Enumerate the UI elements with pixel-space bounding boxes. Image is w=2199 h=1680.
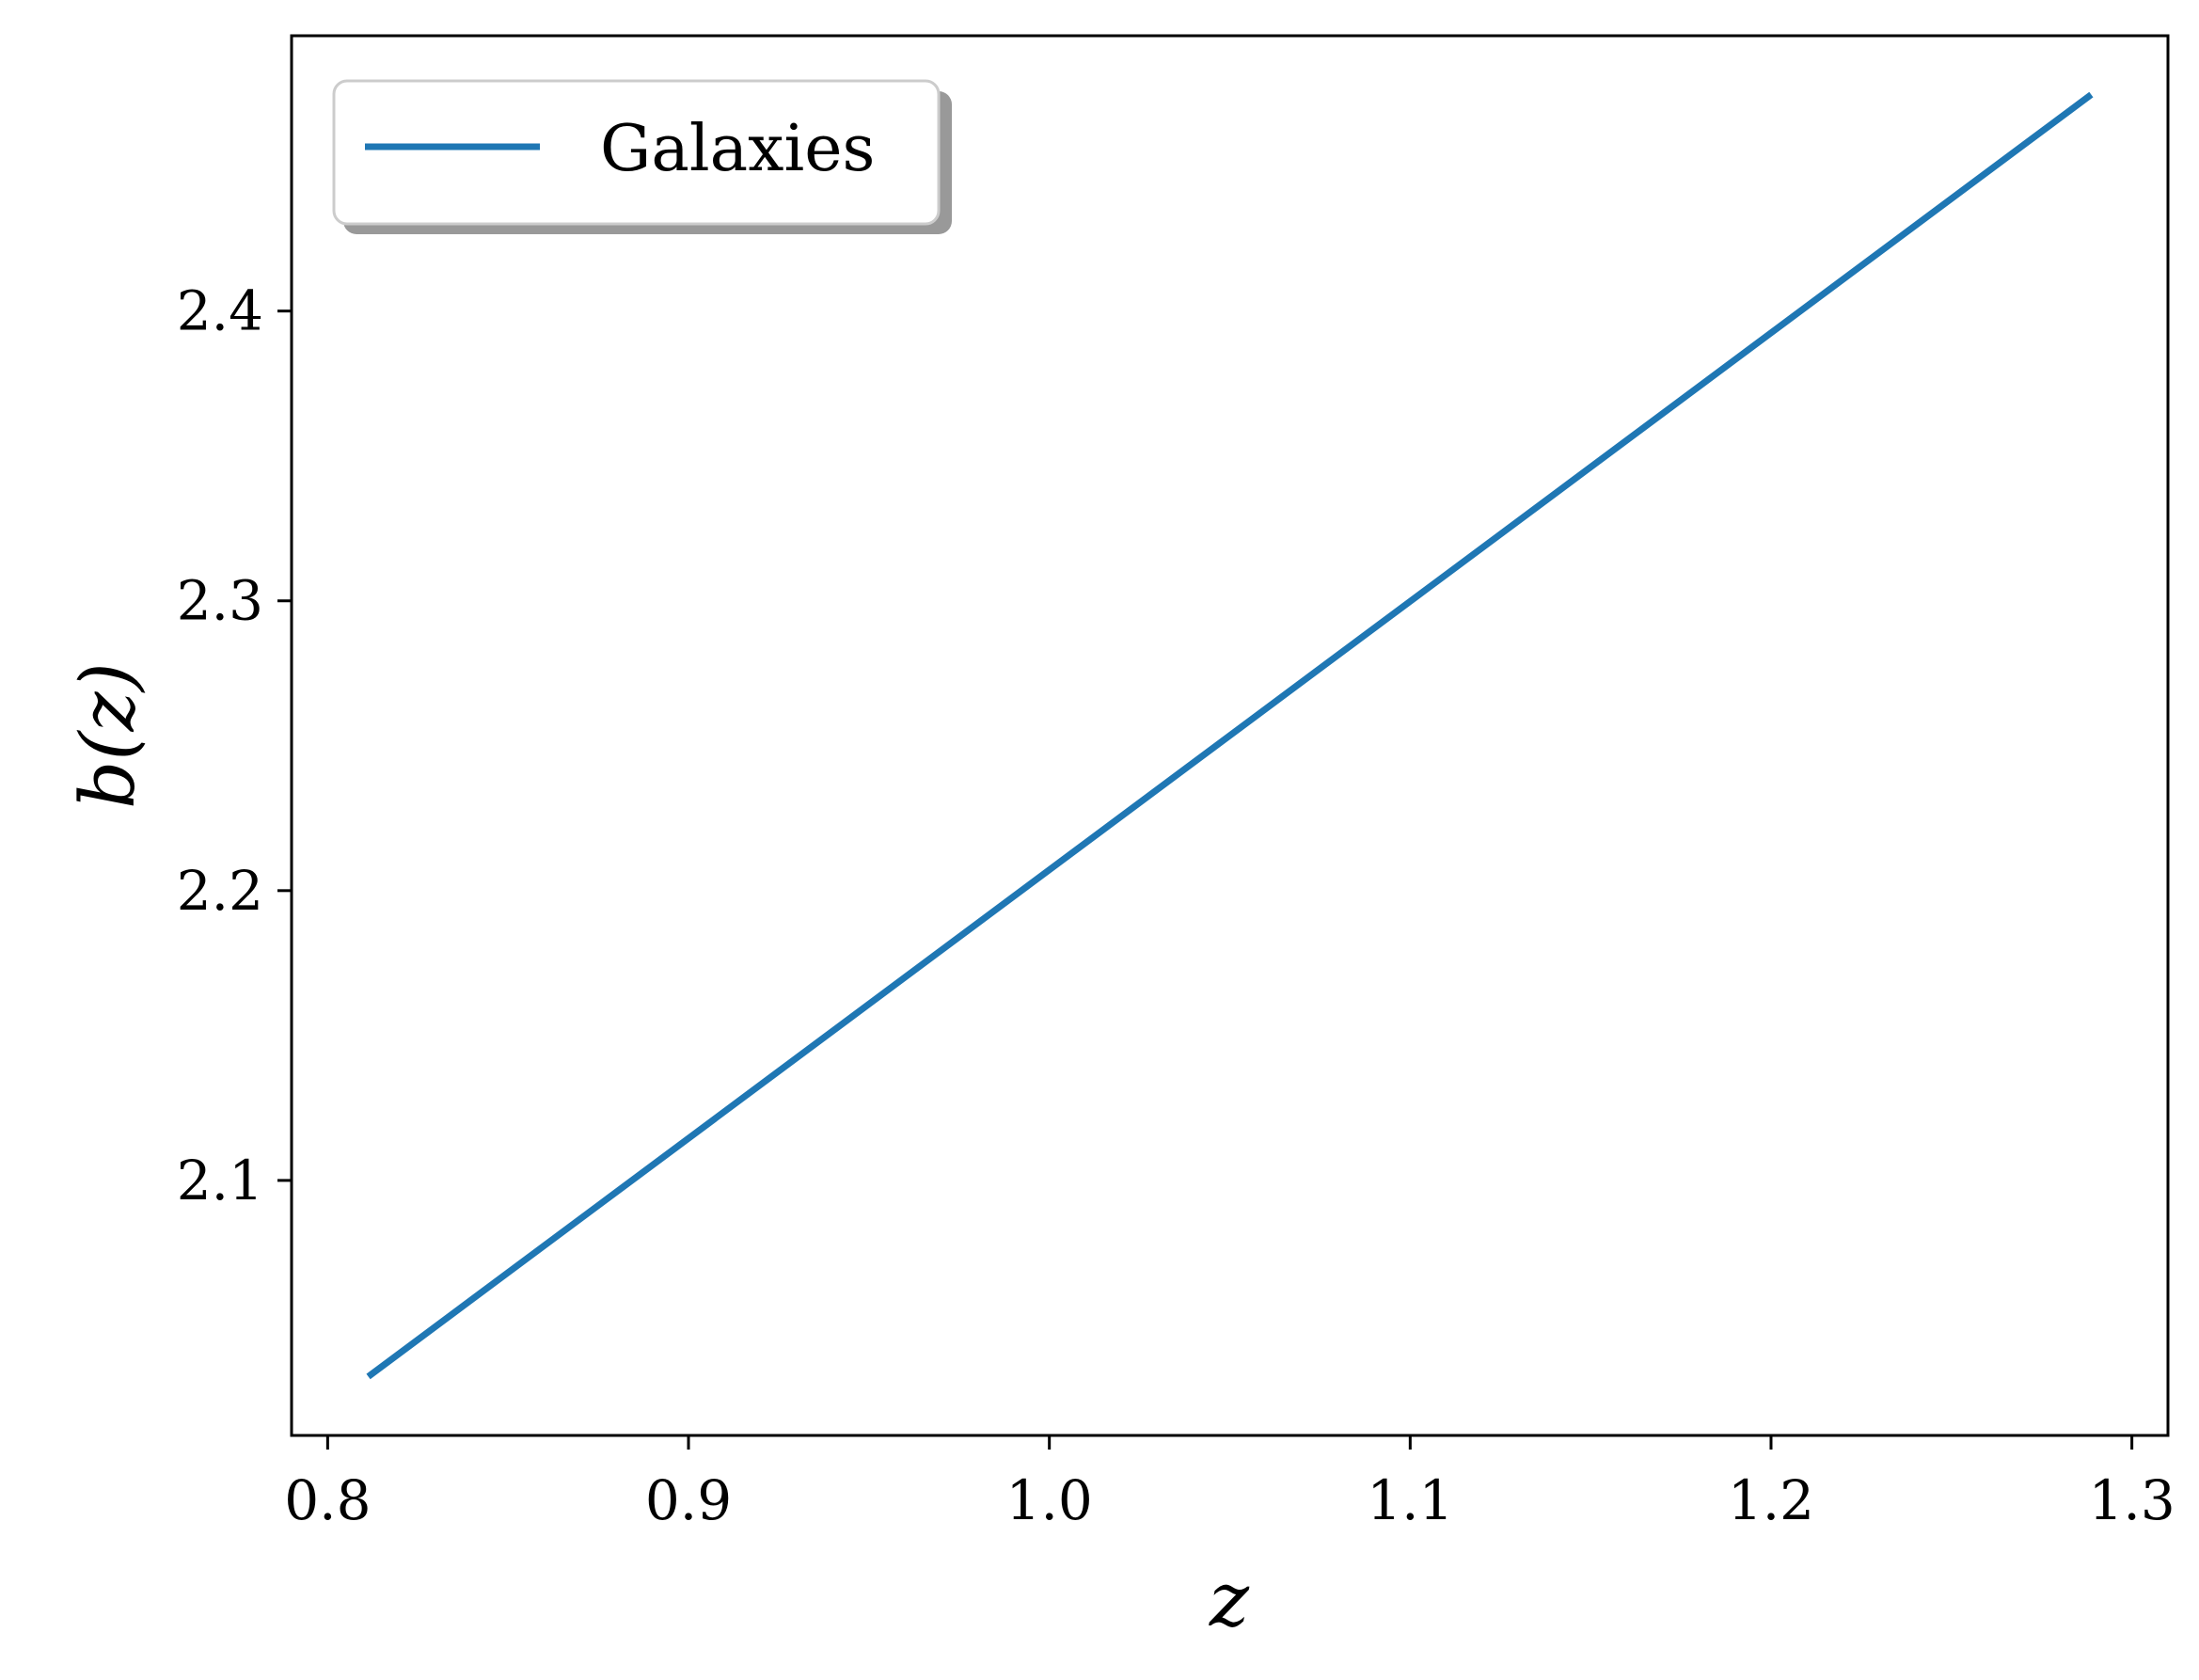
y-axis-label: b(z) [64, 662, 151, 809]
y-tick-label: 2.1 [177, 1149, 263, 1212]
plot-frame [290, 34, 2170, 1437]
x-tick-label: 0.8 [284, 1468, 371, 1532]
legend-label-galaxies: Galaxies [600, 112, 875, 186]
y-tick-label: 2.2 [177, 859, 263, 923]
series-layer [366, 91, 2094, 1380]
x-tick-label: 1.2 [1728, 1468, 1814, 1532]
legend-box [332, 79, 941, 226]
x-tick-label: 1.1 [1367, 1468, 1453, 1532]
y-tick-label: 2.4 [177, 279, 263, 343]
legend: Galaxies [332, 79, 952, 234]
x-tick-label: 1.0 [1006, 1468, 1093, 1532]
x-tick-label: 1.3 [2089, 1468, 2175, 1532]
x-tick-label: 0.9 [645, 1468, 732, 1532]
y-axis-ticks: 2.1 2.2 2.3 2.4 [177, 279, 292, 1212]
x-axis-ticks: 0.8 0.9 1.0 1.1 1.2 1.3 [284, 1435, 2175, 1532]
series-line-galaxies [366, 91, 2094, 1380]
x-axis-label: z [1209, 1556, 1250, 1643]
y-tick-label: 2.3 [177, 569, 263, 633]
